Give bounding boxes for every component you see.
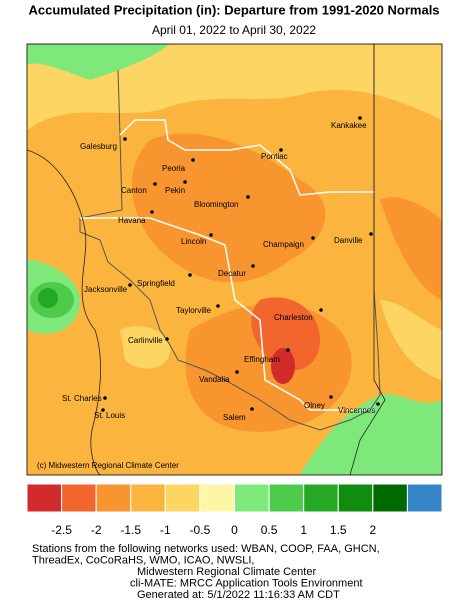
legend-swatch: [130, 483, 166, 513]
legend-swatch: [26, 483, 63, 513]
city-label: Jacksonville: [84, 285, 128, 294]
title: Accumulated Precipitation (in): Departur…: [28, 2, 439, 17]
legend-swatch: [199, 483, 236, 513]
city-label: Canton: [121, 186, 147, 195]
footer-line: cli-MATE: MRCC Application Tools Environ…: [130, 577, 363, 589]
city-label: Pontiac: [261, 152, 288, 161]
legend-tick-label: -2: [91, 523, 102, 537]
city-label: Taylorville: [176, 306, 212, 315]
city-label: Olney: [304, 401, 325, 410]
city-label: Lincoln: [181, 237, 206, 246]
city-dot: [191, 158, 195, 162]
city-label: Danville: [334, 236, 363, 245]
city-label: Vincennes: [338, 406, 375, 415]
city-label: Salem: [223, 413, 246, 422]
city-label: St. Charles: [62, 394, 102, 403]
legend-swatch: [372, 483, 408, 513]
city-label: Kankakee: [331, 121, 367, 130]
city-dot: [250, 407, 254, 411]
legend-tick-label: 2: [369, 523, 376, 537]
legend-tick-label: -1.5: [120, 523, 141, 537]
city-dot: [235, 370, 239, 374]
city-dot: [376, 402, 380, 406]
city-dot: [251, 264, 255, 268]
city-label: Vandalia: [199, 375, 230, 384]
city-label: Springfield: [137, 279, 175, 288]
map: (c) Midwestern Regional Climate Center G…: [26, 43, 443, 476]
legend-tick-label: 1.5: [330, 523, 347, 537]
legend-swatch: [95, 483, 132, 513]
city-dot: [319, 308, 323, 312]
legend: -2.5 -2 -1.5 -1 -0.5 0 0.5 1 1.5 2: [26, 483, 443, 537]
footer-line: Stations from the following networks use…: [32, 543, 380, 555]
legend-swatch: [303, 483, 339, 513]
city-dot: [209, 233, 213, 237]
city-label: Bloomington: [194, 200, 238, 209]
subtitle: April 01, 2022 to April 30, 2022: [152, 23, 316, 37]
city-dot: [128, 283, 132, 287]
city-dot: [165, 337, 169, 341]
city-dot: [369, 232, 373, 236]
city-dot: [150, 210, 154, 214]
city-dot: [279, 148, 283, 152]
legend-swatch: [337, 483, 374, 513]
legend-tick-label: -2.5: [51, 523, 72, 537]
city-label: Havana: [118, 216, 146, 225]
footer-line: Midwestern Regional Climate Center: [137, 566, 316, 578]
footer-line: ThreadEx, CoCoRaHS, WMO, ICAO, NWSLI,: [32, 554, 255, 566]
city-label: St. Louis: [94, 411, 125, 420]
city-label: Champaign: [263, 240, 304, 249]
legend-tick-label: -0.5: [190, 523, 211, 537]
city-dot: [286, 348, 290, 352]
city-dot: [183, 180, 187, 184]
credit: (c) Midwestern Regional Climate Center: [37, 461, 179, 470]
city-layer: Galesburg Peoria Canton Pekin Kankakee Pontia…: [62, 116, 380, 422]
city-dot: [329, 395, 333, 399]
legend-tick-label: 0: [231, 523, 238, 537]
legend-tick-label: 0.5: [261, 523, 278, 537]
city-dot: [103, 396, 107, 400]
city-label: Effingham: [244, 355, 280, 364]
city-label: Galesburg: [80, 142, 117, 151]
city-dot: [188, 273, 192, 277]
city-label: Pekin: [165, 186, 185, 195]
city-label: Carlinville: [128, 336, 163, 345]
city-dot: [216, 304, 220, 308]
city-dot: [246, 195, 250, 199]
legend-tick-label: 1: [300, 523, 307, 537]
city-dot: [358, 116, 362, 120]
legend-swatch: [61, 483, 97, 513]
legend-tick-label: -1: [160, 523, 171, 537]
city-dot: [101, 408, 105, 412]
footer-line: Generated at: 5/1/2022 11:16:33 AM CDT: [137, 589, 340, 599]
legend-swatch: [164, 483, 201, 513]
city-label: Peoria: [162, 164, 186, 173]
city-dot: [153, 182, 157, 186]
legend-swatch: [268, 483, 305, 513]
city-label: Decatur: [218, 269, 246, 278]
footer: Stations from the following networks use…: [32, 543, 380, 601]
city-dot: [123, 137, 127, 141]
legend-swatch: [406, 483, 443, 513]
city-dot: [311, 236, 315, 240]
city-label: Charleston: [274, 313, 313, 322]
legend-swatch: [234, 483, 270, 513]
